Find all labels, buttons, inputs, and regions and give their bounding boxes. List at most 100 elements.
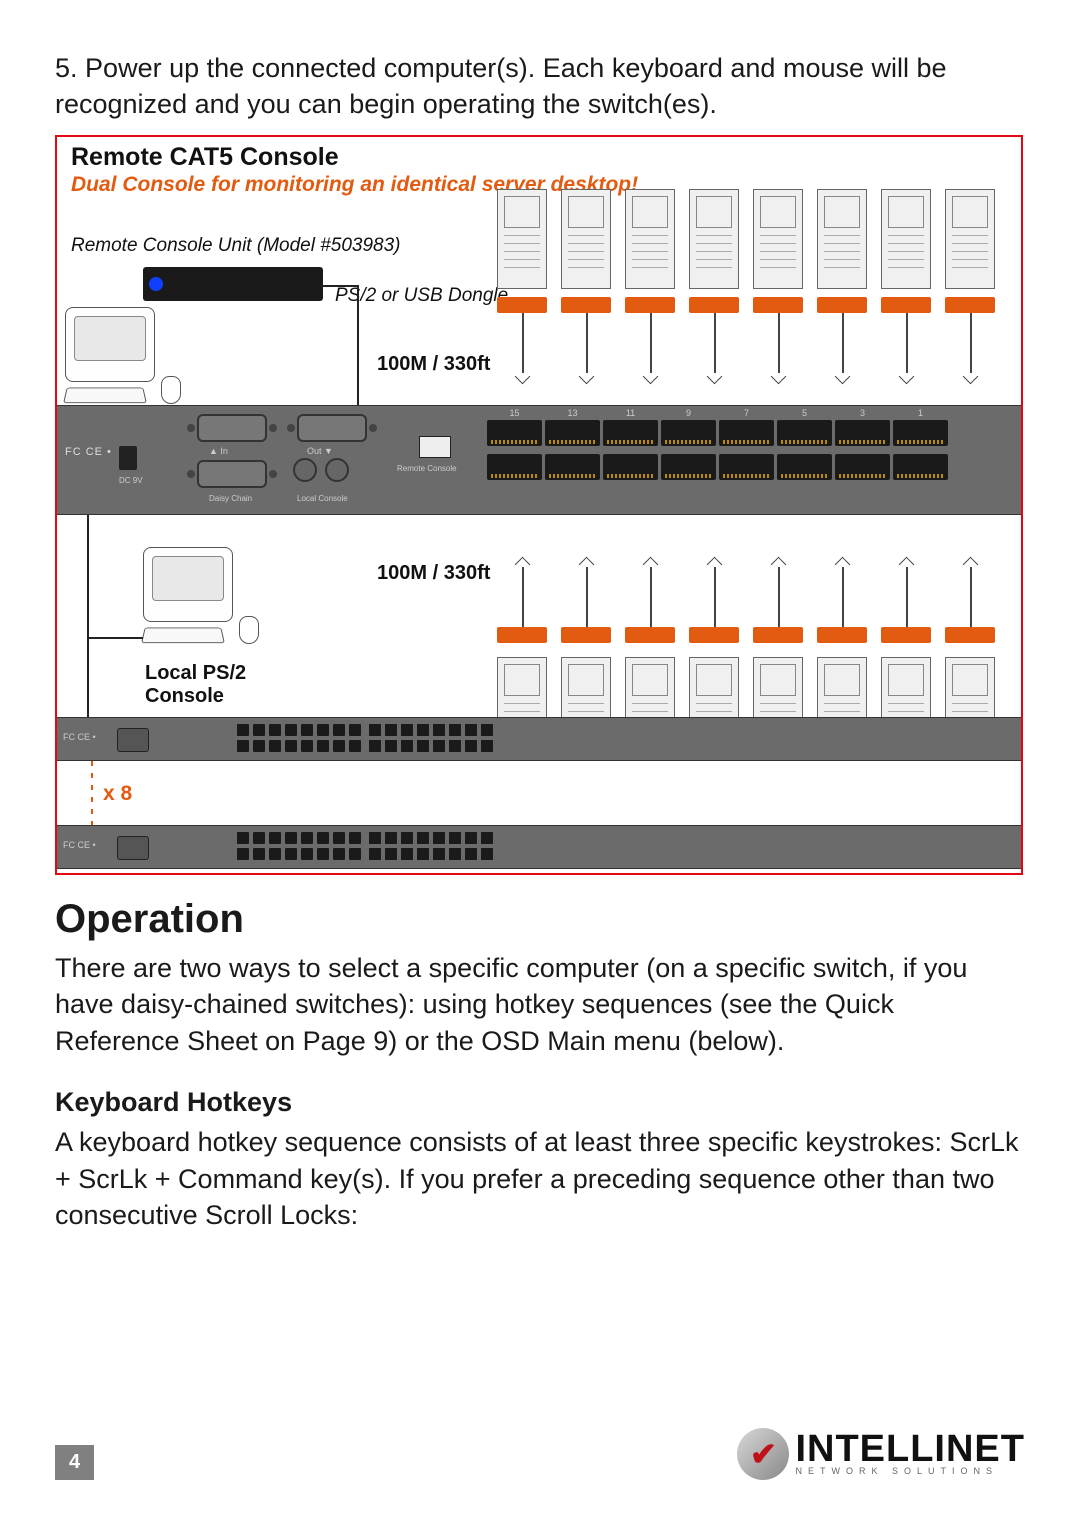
rcu-link-v (357, 295, 359, 407)
step-number: 5. (55, 53, 78, 83)
brand-name: INTELLINET (795, 1432, 1025, 1466)
keyboard-icon (141, 627, 225, 643)
rj45-port (545, 454, 600, 480)
remote-console-peripherals (65, 307, 155, 404)
rj45-port (835, 454, 890, 480)
rj45-port: 3 (835, 420, 890, 446)
rcu-link-v2 (357, 285, 359, 297)
rj45-top-row: 15 13 11 9 7 5 3 1 (487, 420, 948, 446)
hotkeys-body: A keyboard hotkey sequence consists of a… (55, 1124, 1025, 1233)
port-label-remote: Remote Console (397, 464, 457, 473)
step-body: Power up the connected computer(s). Each… (55, 53, 947, 119)
server-tower (817, 189, 867, 289)
kvm-cascade-1 (57, 717, 1021, 761)
port-label-in: ▲ In (209, 446, 228, 456)
kvm-compliance-marks: FC CE • (65, 446, 112, 458)
remote-unit-label: Remote Console Unit (Model #503983) (71, 235, 401, 257)
rj45-port: 5 (777, 420, 832, 446)
rj45-port: 15 (487, 420, 542, 446)
dongle (881, 297, 931, 313)
rj45-port (487, 454, 542, 480)
server-tower (945, 189, 995, 289)
top-cables (497, 313, 995, 393)
dongle (625, 627, 675, 643)
local-console-peripherals (143, 547, 233, 644)
dongle (625, 297, 675, 313)
remote-console-port (419, 436, 451, 458)
monitor-icon (143, 547, 233, 622)
cable (625, 557, 675, 627)
cable (753, 557, 803, 627)
dongle (561, 297, 611, 313)
mouse-icon (239, 616, 259, 644)
operation-intro: There are two ways to select a specific … (55, 950, 1025, 1059)
dongle (817, 627, 867, 643)
cable (561, 557, 611, 627)
distance-bottom-label: 100M / 330ft (377, 562, 490, 585)
rj45-port (893, 454, 948, 480)
port-label-dc: DC 9V (119, 476, 143, 485)
cable (497, 313, 547, 393)
remote-console-unit (143, 267, 323, 301)
dongle (497, 297, 547, 313)
step-5-text: 5. Power up the connected computer(s). E… (55, 50, 1025, 123)
distance-top-label: 100M / 330ft (377, 353, 490, 376)
cable (881, 313, 931, 393)
diagram-heading: Remote CAT5 Console (71, 143, 339, 172)
brand-tagline: NETWORK SOLUTIONS (795, 1466, 1025, 1476)
cable (817, 313, 867, 393)
page-number: 4 (55, 1445, 94, 1480)
cable (625, 313, 675, 393)
dongle (561, 627, 611, 643)
rj45-bottom-row (487, 454, 948, 480)
cable (561, 313, 611, 393)
dongle (753, 627, 803, 643)
port-label-daisy: Daisy Chain (209, 494, 252, 503)
rj45-port: 1 (893, 420, 948, 446)
vga-port (197, 414, 267, 442)
cascade-label: x 8 (103, 782, 132, 806)
rcu-link-h (321, 285, 359, 287)
server-tower (689, 189, 739, 289)
server-tower (881, 189, 931, 289)
dongle (881, 627, 931, 643)
server-tower (497, 189, 547, 289)
local-link-h (87, 637, 143, 639)
topology-diagram: Remote CAT5 Console Dual Console for mon… (55, 135, 1023, 875)
ps2-port (293, 458, 317, 482)
bottom-cables (497, 557, 995, 627)
cable (945, 557, 995, 627)
cable (945, 313, 995, 393)
local-link-v (87, 515, 89, 717)
dongle (817, 297, 867, 313)
brand-check-icon (737, 1428, 789, 1480)
port-label-local: Local Console (297, 494, 348, 503)
rj45-port: 13 (545, 420, 600, 446)
cable (817, 557, 867, 627)
rj45-port: 11 (603, 420, 658, 446)
cable (881, 557, 931, 627)
dongle (945, 627, 995, 643)
keyboard-icon (63, 387, 147, 403)
rj45-port: 7 (719, 420, 774, 446)
top-server-towers (497, 189, 995, 289)
cable (753, 313, 803, 393)
page-footer: 4 INTELLINET NETWORK SOLUTIONS (55, 1428, 1025, 1480)
cable (689, 557, 739, 627)
dongle (689, 627, 739, 643)
server-tower (561, 189, 611, 289)
bottom-dongle-row (497, 627, 995, 643)
dongle (689, 297, 739, 313)
monitor-icon (65, 307, 155, 382)
rj45-port (777, 454, 832, 480)
dongle (753, 297, 803, 313)
port-label-out: Out ▼ (307, 446, 333, 456)
vga-port (197, 460, 267, 488)
top-dongle-row (497, 297, 995, 313)
kvm-switch-main: FC CE • 15 13 11 9 7 5 3 1 ▲ In Out ▼ Re… (57, 405, 1021, 515)
cable (689, 313, 739, 393)
dc-jack (119, 446, 137, 470)
hotkeys-heading: Keyboard Hotkeys (55, 1087, 1025, 1118)
rj45-port (719, 454, 774, 480)
rj45-port (603, 454, 658, 480)
